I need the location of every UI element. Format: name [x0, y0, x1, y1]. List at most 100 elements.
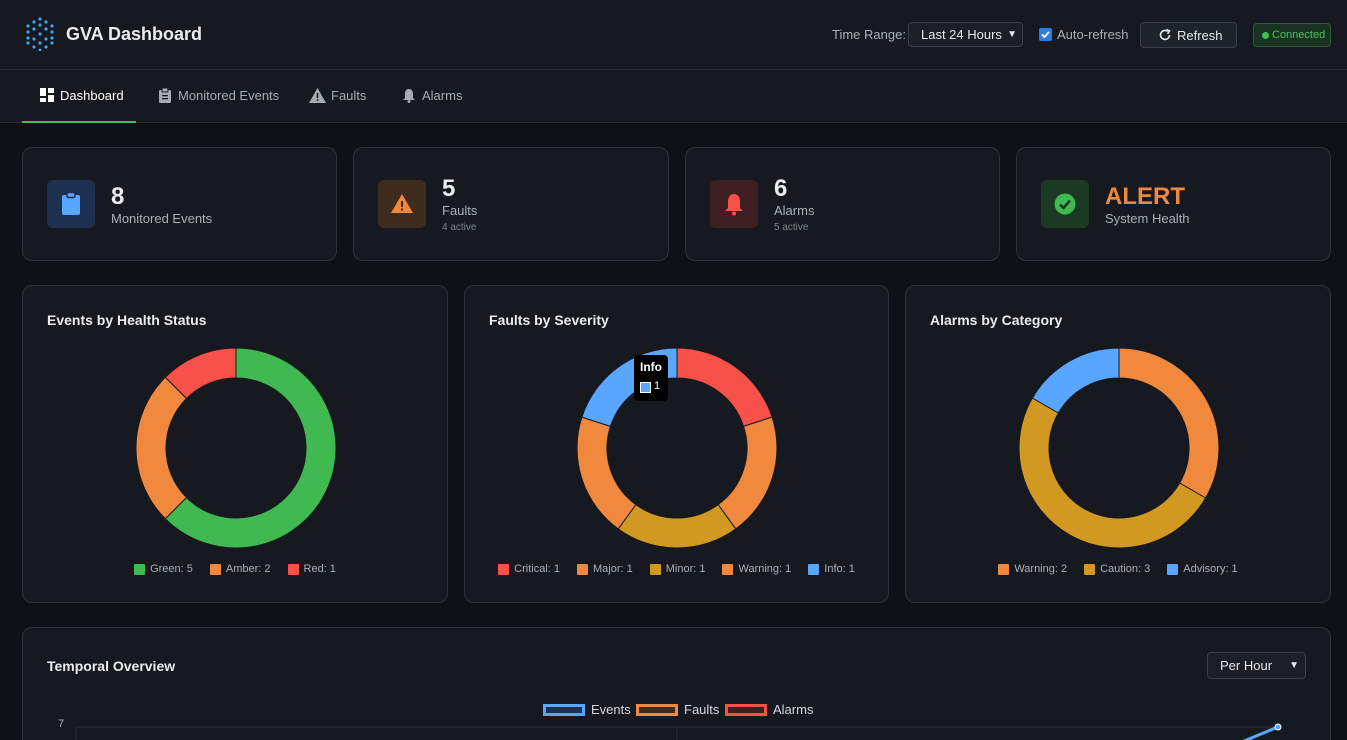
tab-label: Alarms [422, 88, 463, 103]
donut-slice-warning[interactable] [1118, 347, 1220, 499]
app-header: GVA Dashboard Time Range: Last 24 Hours … [0, 0, 1347, 70]
auto-refresh-checkbox[interactable] [1039, 28, 1052, 41]
stat-sub: 5 active [774, 222, 809, 233]
tooltip-value: 1 [654, 380, 661, 392]
donut-slice-caution[interactable] [1018, 397, 1207, 549]
connection-status-badge: Connected [1253, 23, 1331, 47]
dashboard-icon [40, 88, 54, 102]
legend-swatch [543, 704, 585, 716]
legend-label: Red: 1 [303, 563, 336, 575]
legend-item-amber[interactable]: Amber: 2 [209, 563, 271, 575]
stat-card-system-health: ALERT System Health [1016, 147, 1331, 261]
legend-swatch [998, 563, 1010, 575]
chart-legend: Critical: 1 Major: 1 Minor: 1 Warning: 1 Inf… [465, 563, 888, 575]
legend-label: Warning: 2 [1014, 563, 1068, 575]
legend-label: Caution: 3 [1100, 563, 1151, 575]
chart-card-alarms-category: Alarms by Category Warning: 2 Caution: 3 A… [905, 285, 1331, 603]
connection-status-text: Connected [1272, 29, 1326, 41]
donut-slice-warning[interactable] [576, 416, 637, 530]
granularity-select[interactable]: Per Hour ▼ [1207, 652, 1306, 679]
time-range-value: Last 24 Hours [921, 27, 1002, 42]
donut-slice-minor[interactable] [617, 503, 737, 549]
events-series-point [1274, 723, 1282, 731]
donut-slice-amber[interactable] [135, 376, 188, 520]
time-range-select[interactable]: Last 24 Hours ▼ [908, 22, 1023, 47]
tab-monitored-events[interactable]: Monitored Events [150, 70, 285, 123]
legend-swatch [498, 563, 510, 575]
chart-card-events-health: Events by Health Status Green: 5 Amber: 2… [22, 285, 448, 603]
auto-refresh-label: Auto-refresh [1057, 27, 1129, 42]
chart-title: Alarms by Category [930, 312, 1063, 328]
stat-card-alarms: 6 Alarms 5 active [685, 147, 1000, 261]
chart-card-faults-severity: Faults by Severity Critical: 1 Major: 1 Mi… [464, 285, 889, 603]
chart-legend: Green: 5 Amber: 2 Red: 1 [23, 563, 447, 575]
events-series-line [1242, 725, 1279, 740]
tab-alarms[interactable]: Alarms [395, 70, 470, 123]
stat-card-faults: 5 Faults 4 active [353, 147, 669, 261]
tooltip-title: Info [640, 360, 662, 374]
status-dot-icon [1262, 32, 1269, 39]
legend-label: Amber: 2 [225, 563, 271, 575]
legend-label: Green: 5 [150, 563, 193, 575]
legend-label: Major: 1 [592, 563, 633, 575]
legend-swatch [1167, 563, 1179, 575]
donut-slice-advisory[interactable] [1031, 347, 1120, 414]
bell-icon [725, 194, 743, 216]
legend-swatch [576, 563, 588, 575]
legend-item-warning[interactable]: Warning: 2 [998, 563, 1067, 575]
chart-legend: Warning: 2 Caution: 3 Advisory: 1 [906, 563, 1330, 575]
warning-icon [391, 194, 413, 213]
donut-slice-green[interactable] [164, 347, 337, 549]
tab-label: Monitored Events [178, 88, 280, 103]
logo-icon [26, 17, 54, 51]
legend-label: Faults [684, 702, 720, 717]
legend-item-critical[interactable]: Critical: 1 [498, 563, 560, 575]
stat-label: Faults [442, 203, 478, 218]
chart-title: Events by Health Status [47, 312, 207, 328]
stat-label: System Health [1105, 211, 1190, 226]
legend-label: Alarms [773, 702, 814, 717]
legend-swatch [1084, 563, 1096, 575]
legend-item-info[interactable]: Info: 1 [808, 563, 855, 575]
alarms-category-donut [1018, 347, 1220, 549]
app-title: GVA Dashboard [66, 24, 203, 44]
legend-label: Info: 1 [824, 563, 855, 575]
time-range-label: Time Range: [832, 27, 906, 42]
legend-item-red[interactable]: Red: 1 [287, 563, 336, 575]
chart-title: Faults by Severity [489, 312, 609, 328]
stat-icon-box [378, 180, 426, 228]
stat-sub: 4 active [442, 222, 477, 233]
donut-slice-red[interactable] [164, 347, 237, 400]
legend-swatch [134, 563, 146, 575]
granularity-value: Per Hour [1220, 658, 1273, 673]
bell-icon [403, 89, 415, 103]
clipboard-icon [62, 192, 80, 215]
tab-faults[interactable]: Faults [302, 70, 377, 123]
stat-value: 5 [442, 175, 456, 202]
tab-dashboard[interactable]: Dashboard [22, 70, 136, 123]
stat-icon-box [710, 180, 758, 228]
legend-item-caution[interactable]: Caution: 3 [1084, 563, 1150, 575]
donut-slice-major[interactable] [717, 416, 778, 530]
events-health-donut [135, 347, 337, 549]
legend-label: Minor: 1 [665, 563, 706, 575]
legend-item-warning[interactable]: Warning: 1 [722, 563, 791, 575]
donut-slice-critical[interactable] [676, 347, 773, 427]
temporal-overview-card: Temporal Overview Per Hour ▼ Events Faul… [22, 627, 1331, 740]
legend-item-advisory[interactable]: Advisory: 1 [1167, 563, 1238, 575]
chart-tooltip: Info 1 [634, 355, 668, 401]
stat-icon-box [1041, 180, 1089, 228]
legend-swatch [209, 563, 221, 575]
legend-label: Warning: 1 [738, 563, 792, 575]
main-nav: Dashboard Monitored Events Faults Alarms [0, 70, 1347, 123]
legend-label: Critical: 1 [514, 563, 560, 575]
legend-item-major[interactable]: Major: 1 [576, 563, 633, 575]
legend-swatch [725, 704, 767, 716]
legend-item-minor[interactable]: Minor: 1 [649, 563, 706, 575]
chevron-down-icon: ▼ [1289, 660, 1299, 671]
clipboard-icon [159, 88, 171, 103]
stat-card-monitored-events: 8 Monitored Events [22, 147, 337, 261]
legend-item-green[interactable]: Green: 5 [134, 563, 193, 575]
refresh-button[interactable]: Refresh [1140, 22, 1237, 48]
temporal-line-chart [75, 723, 1282, 740]
